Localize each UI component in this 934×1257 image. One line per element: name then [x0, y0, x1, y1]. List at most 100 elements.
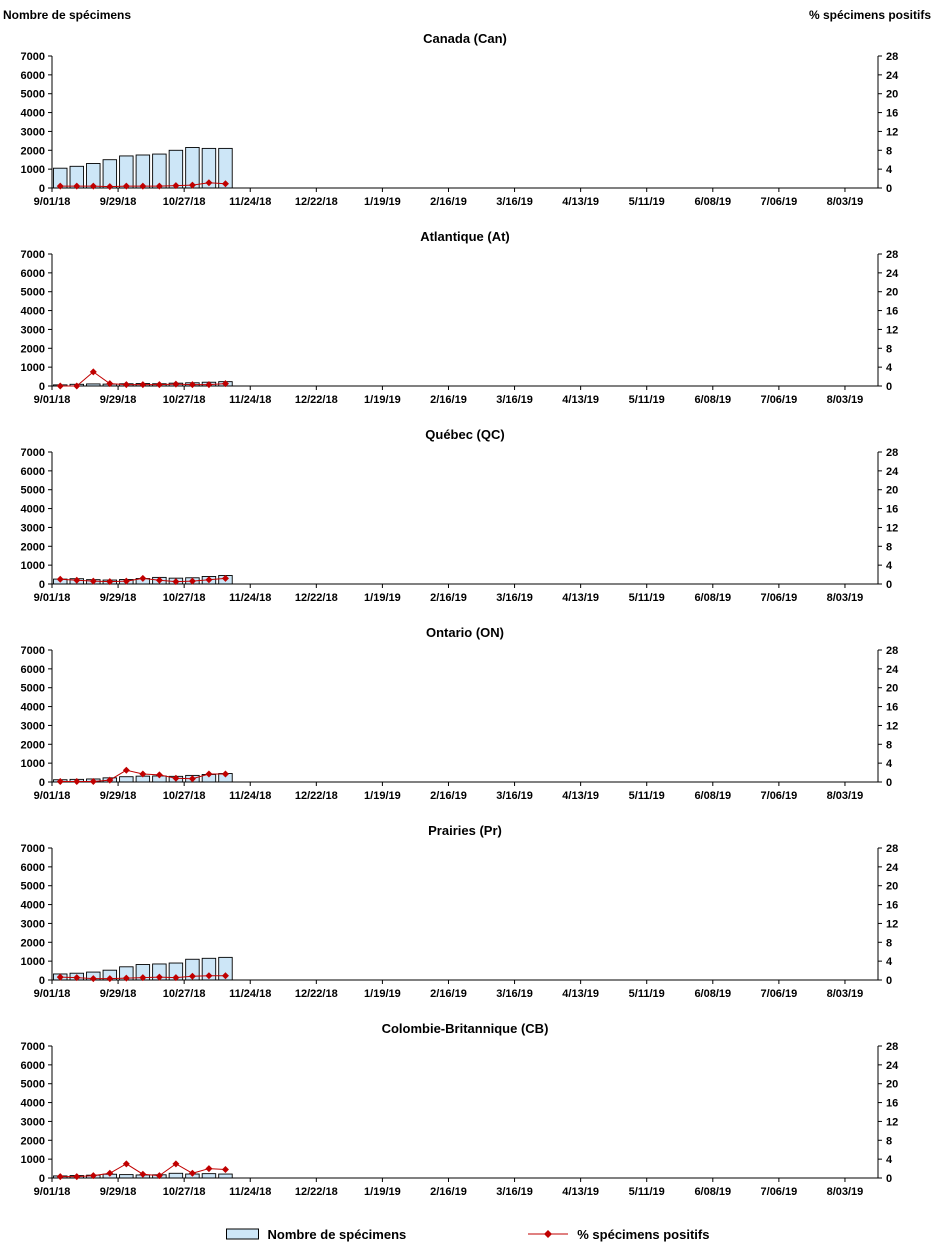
svg-text:2/16/19: 2/16/19 — [430, 394, 467, 406]
svg-text:4000: 4000 — [21, 504, 45, 516]
svg-text:4/13/19: 4/13/19 — [562, 988, 599, 1000]
svg-text:4: 4 — [886, 758, 893, 770]
svg-text:8/03/19: 8/03/19 — [827, 196, 864, 208]
svg-text:11/24/18: 11/24/18 — [229, 196, 271, 208]
svg-text:0: 0 — [39, 1173, 45, 1185]
svg-text:0: 0 — [39, 381, 45, 393]
svg-text:12: 12 — [886, 324, 898, 336]
svg-text:7/06/19: 7/06/19 — [761, 1186, 798, 1198]
svg-text:0: 0 — [886, 183, 892, 195]
svg-text:6/08/19: 6/08/19 — [694, 1186, 731, 1198]
svg-text:12/22/18: 12/22/18 — [295, 1186, 338, 1198]
svg-text:12: 12 — [886, 126, 898, 138]
svg-text:2000: 2000 — [21, 739, 45, 751]
svg-text:3000: 3000 — [21, 918, 45, 930]
chart-colombie-britannique: Colombie-Britannique (CB) 0 1000 2000 3000 40… — [0, 1016, 934, 1214]
svg-text:0: 0 — [886, 579, 892, 591]
axis-titles-row: Nombre de spécimens % spécimens positifs — [0, 0, 934, 26]
svg-text:28: 28 — [886, 645, 898, 657]
svg-text:10/27/18: 10/27/18 — [163, 394, 206, 406]
svg-text:1/19/19: 1/19/19 — [364, 196, 401, 208]
svg-text:1/19/19: 1/19/19 — [364, 1186, 401, 1198]
svg-text:9/01/18: 9/01/18 — [34, 1186, 71, 1198]
svg-text:2000: 2000 — [21, 343, 45, 355]
svg-text:0: 0 — [39, 777, 45, 789]
svg-text:3/16/19: 3/16/19 — [496, 1186, 533, 1198]
svg-text:12/22/18: 12/22/18 — [295, 196, 338, 208]
svg-text:20: 20 — [886, 89, 898, 101]
svg-text:5/11/19: 5/11/19 — [629, 790, 665, 802]
svg-text:16: 16 — [886, 1098, 898, 1110]
svg-text:16: 16 — [886, 108, 898, 120]
svg-text:4: 4 — [886, 1154, 893, 1166]
svg-text:Québec (QC): Québec (QC) — [425, 427, 504, 442]
bar-swatch-icon — [225, 1228, 259, 1240]
svg-text:4000: 4000 — [21, 900, 45, 912]
svg-text:20: 20 — [886, 683, 898, 695]
svg-text:7000: 7000 — [21, 1041, 45, 1053]
chart-ontario-plot: Ontario (ON) 0 1000 2000 3000 4000 5000 6000 700… — [21, 625, 900, 802]
svg-text:0: 0 — [886, 381, 892, 393]
svg-text:24: 24 — [886, 268, 899, 280]
svg-text:6000: 6000 — [21, 862, 45, 874]
svg-text:8/03/19: 8/03/19 — [827, 988, 864, 1000]
svg-text:1000: 1000 — [21, 1154, 45, 1166]
svg-text:6/08/19: 6/08/19 — [694, 790, 731, 802]
svg-text:3/16/19: 3/16/19 — [496, 592, 533, 604]
svg-text:5/11/19: 5/11/19 — [629, 988, 665, 1000]
svg-text:7000: 7000 — [21, 843, 45, 855]
svg-text:Ontario (ON): Ontario (ON) — [426, 625, 504, 640]
svg-text:3000: 3000 — [21, 522, 45, 534]
chart-ontario: Ontario (ON) 0 1000 2000 3000 4000 5000 6000 700… — [0, 620, 934, 818]
svg-text:5000: 5000 — [21, 287, 45, 299]
svg-text:9/01/18: 9/01/18 — [34, 988, 71, 1000]
svg-text:11/24/18: 11/24/18 — [229, 790, 271, 802]
svg-text:12: 12 — [886, 1116, 898, 1128]
svg-text:28: 28 — [886, 51, 898, 63]
chart-prairies: Prairies (Pr) 0 1000 2000 3000 4000 5000 6000 70… — [0, 818, 934, 1016]
chart-prairies-plot: Prairies (Pr) 0 1000 2000 3000 4000 5000 6000 70… — [21, 823, 900, 1000]
svg-text:24: 24 — [886, 70, 899, 82]
svg-text:9/01/18: 9/01/18 — [34, 394, 71, 406]
svg-text:Atlantique (At): Atlantique (At) — [420, 229, 510, 244]
svg-text:24: 24 — [886, 664, 899, 676]
svg-text:7/06/19: 7/06/19 — [761, 592, 798, 604]
svg-text:24: 24 — [886, 1060, 899, 1072]
svg-text:3000: 3000 — [21, 720, 45, 732]
svg-text:4/13/19: 4/13/19 — [562, 1186, 599, 1198]
svg-text:2000: 2000 — [21, 1135, 45, 1147]
svg-text:6000: 6000 — [21, 268, 45, 280]
svg-text:11/24/18: 11/24/18 — [229, 1186, 271, 1198]
svg-text:8/03/19: 8/03/19 — [827, 394, 864, 406]
svg-text:3/16/19: 3/16/19 — [496, 196, 533, 208]
svg-text:7/06/19: 7/06/19 — [761, 196, 798, 208]
svg-text:0: 0 — [39, 579, 45, 591]
svg-text:5/11/19: 5/11/19 — [629, 196, 665, 208]
svg-text:28: 28 — [886, 843, 898, 855]
chart-quebec: Québec (QC) 0 1000 2000 3000 4000 5000 6000 7000… — [0, 422, 934, 620]
svg-text:16: 16 — [886, 504, 898, 516]
svg-text:6000: 6000 — [21, 70, 45, 82]
svg-text:12: 12 — [886, 720, 898, 732]
svg-text:12: 12 — [886, 522, 898, 534]
svg-text:4: 4 — [886, 560, 893, 572]
svg-text:20: 20 — [886, 1079, 898, 1091]
svg-text:12: 12 — [886, 918, 898, 930]
chart-atlantique-plot: Atlantique (At) 0 1000 2000 3000 4000 5000 6000… — [21, 229, 900, 406]
svg-text:20: 20 — [886, 881, 898, 893]
svg-text:9/01/18: 9/01/18 — [34, 196, 71, 208]
svg-text:1/19/19: 1/19/19 — [364, 592, 401, 604]
svg-text:9/29/18: 9/29/18 — [100, 988, 137, 1000]
svg-text:4: 4 — [886, 164, 893, 176]
chart-colombie-britannique-plot: Colombie-Britannique (CB)010002000300040… — [21, 1021, 900, 1198]
svg-text:8: 8 — [886, 145, 892, 157]
svg-text:12/22/18: 12/22/18 — [295, 790, 338, 802]
svg-text:3000: 3000 — [21, 126, 45, 138]
svg-text:8/03/19: 8/03/19 — [827, 1186, 864, 1198]
left-axis-title: Nombre de spécimens — [3, 8, 132, 22]
svg-text:4000: 4000 — [21, 702, 45, 714]
svg-text:3/16/19: 3/16/19 — [496, 988, 533, 1000]
svg-text:6000: 6000 — [21, 1060, 45, 1072]
svg-text:24: 24 — [886, 862, 899, 874]
svg-text:6/08/19: 6/08/19 — [694, 592, 731, 604]
